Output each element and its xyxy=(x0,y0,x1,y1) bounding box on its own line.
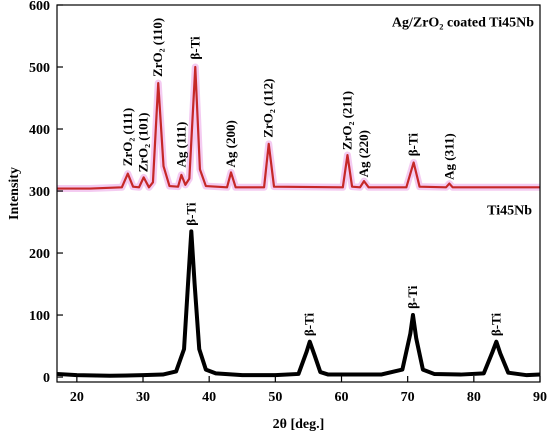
x-tick-label: 80 xyxy=(467,390,481,405)
y-tick-label: 100 xyxy=(29,309,50,324)
x-tick-label: 30 xyxy=(136,390,150,405)
x-axis-title: 2θ [deg.] xyxy=(273,417,325,432)
plot-frame xyxy=(56,4,541,383)
y-axis-title: Intensity xyxy=(7,167,22,220)
ticks-layer: 20 30 40 50 60 70 80 90 0 100 200 300 400 500 600 xyxy=(29,0,547,405)
y-tick-label: 400 xyxy=(29,123,50,138)
peak-label: β-Ti xyxy=(405,285,420,309)
peak-label: Ag (311) xyxy=(441,133,456,180)
x-tick-label: 50 xyxy=(268,390,282,405)
x-tick-label: 60 xyxy=(335,390,349,405)
x-tick-label: 20 xyxy=(70,390,84,405)
peak-label: ZrO₂ (211) xyxy=(339,91,354,150)
y-tick-label: 300 xyxy=(29,185,50,200)
legend-label-substrate: Ti45Nb xyxy=(487,204,532,219)
labels-layer: ZrO₂ (111) ZrO₂ (101) ZrO₂ (110) Ag (111) β-… xyxy=(120,18,504,336)
peak-label: β-Ti xyxy=(187,36,202,60)
peak-label: β-Ti xyxy=(406,133,421,157)
peak-label: β-Ti xyxy=(488,313,503,337)
peak-label: Ag (220) xyxy=(356,130,371,177)
series-substrate-line xyxy=(56,229,541,378)
peak-label: β-Ti xyxy=(302,313,317,337)
peak-label: ZrO₂ (112) xyxy=(261,79,276,138)
peak-label: ZrO₂ (111) xyxy=(120,108,135,166)
peak-label: β-Ti xyxy=(183,202,198,226)
peak-label: ZrO₂ (101) xyxy=(136,113,151,173)
peak-label: Ag (200) xyxy=(223,120,238,167)
x-tick-label: 90 xyxy=(533,390,547,405)
peak-label: Ag (111) xyxy=(173,122,188,168)
plot-layer xyxy=(56,63,541,378)
y-tick-label: 500 xyxy=(29,61,50,76)
series-coated-line xyxy=(57,65,540,190)
y-tick-label: 200 xyxy=(29,247,50,262)
y-tick-label: 0 xyxy=(43,371,50,386)
peak-label: ZrO₂ (110) xyxy=(150,18,165,77)
x-tick-label: 40 xyxy=(202,390,216,405)
legend-label-coated: Ag/ZrO₂ coated Ti45Nb xyxy=(392,16,534,31)
y-tick-label: 600 xyxy=(29,0,50,14)
x-tick-label: 70 xyxy=(401,390,415,405)
